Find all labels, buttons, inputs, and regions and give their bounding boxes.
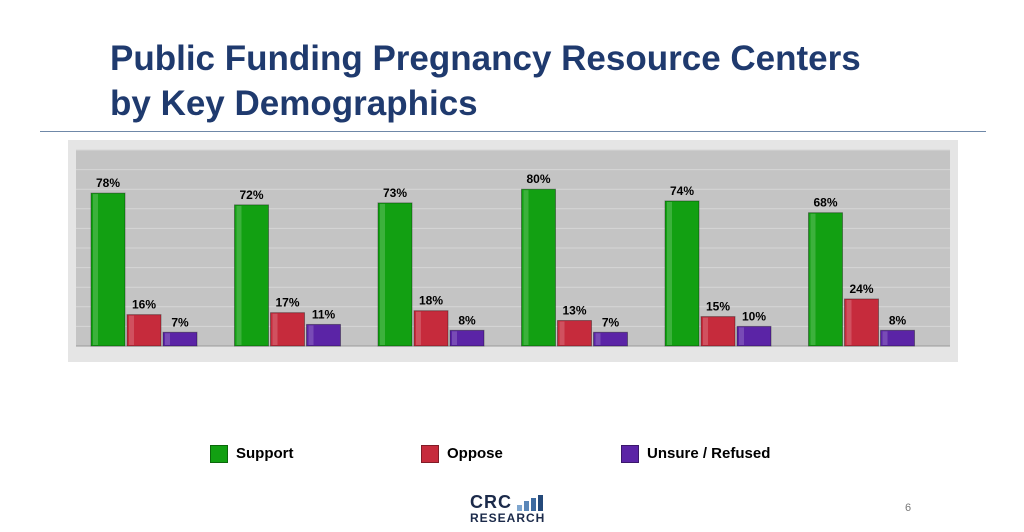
bar-highlight bbox=[380, 203, 385, 345]
chart-frame: 78%16%7%Republican (33%)72%17%11%Indepen… bbox=[68, 140, 958, 362]
bar-oppose bbox=[270, 312, 305, 347]
data-label-unsure: 10% bbox=[742, 309, 766, 323]
bar-unsure bbox=[449, 329, 485, 347]
bar-support bbox=[90, 192, 126, 347]
bar-highlight bbox=[165, 333, 170, 345]
bar-oppose bbox=[557, 320, 592, 347]
bar-highlight bbox=[129, 315, 134, 345]
data-label-support: 68% bbox=[813, 196, 837, 210]
data-label-oppose: 16% bbox=[132, 298, 156, 312]
bar-unsure bbox=[736, 325, 772, 347]
data-label-oppose: 13% bbox=[562, 304, 586, 318]
bar-chart: 78%16%7%Republican (33%)72%17%11%Indepen… bbox=[76, 149, 950, 347]
bar-highlight bbox=[308, 325, 314, 345]
data-label-oppose: 17% bbox=[275, 296, 299, 310]
bar-highlight bbox=[882, 331, 888, 345]
data-label-support: 74% bbox=[670, 184, 694, 198]
legend-swatch-support bbox=[210, 445, 228, 463]
bar-support bbox=[521, 188, 556, 347]
data-label-support: 72% bbox=[239, 188, 263, 202]
bar-highlight bbox=[93, 194, 98, 345]
bar-oppose bbox=[413, 310, 449, 347]
crc-research-logo: CRC RESEARCH bbox=[470, 492, 560, 528]
logo-text-research: RESEARCH bbox=[470, 511, 546, 525]
bar-highlight bbox=[523, 190, 529, 345]
data-label-unsure: 8% bbox=[889, 313, 907, 327]
slide-title-line-1: Public Funding Pregnancy Resource Center… bbox=[110, 39, 861, 78]
title-divider bbox=[40, 131, 986, 132]
bar-highlight bbox=[272, 313, 278, 345]
bar-support bbox=[377, 202, 413, 347]
bar-unsure bbox=[306, 323, 341, 347]
bar-highlight bbox=[739, 327, 744, 345]
bar-oppose bbox=[844, 298, 879, 347]
bar-unsure bbox=[593, 331, 628, 347]
bar-support bbox=[234, 204, 269, 347]
legend-swatch-oppose bbox=[421, 445, 439, 463]
slide-title: Public Funding Pregnancy Resource Center… bbox=[110, 36, 861, 126]
legend-swatch-unsure bbox=[621, 445, 639, 463]
bar-highlight bbox=[846, 299, 852, 345]
bar-highlight bbox=[667, 201, 672, 345]
bar-highlight bbox=[559, 321, 565, 345]
data-label-oppose: 24% bbox=[849, 282, 873, 296]
bar-unsure bbox=[880, 329, 915, 347]
legend-label-oppose: Oppose bbox=[447, 445, 503, 462]
data-label-support: 78% bbox=[96, 176, 120, 190]
data-label-unsure: 11% bbox=[312, 307, 336, 321]
bar-oppose bbox=[700, 316, 736, 347]
data-label-unsure: 7% bbox=[602, 315, 620, 329]
data-label-oppose: 15% bbox=[706, 300, 730, 314]
legend-label-support: Support bbox=[236, 445, 294, 462]
logo-text-crc: CRC bbox=[470, 492, 512, 512]
slide-title-line-2: by Key Demographics bbox=[110, 84, 478, 123]
data-label-unsure: 7% bbox=[171, 315, 189, 329]
legend-label-unsure: Unsure / Refused bbox=[647, 445, 771, 462]
bar-oppose bbox=[126, 314, 162, 347]
bar-support bbox=[664, 200, 700, 347]
bar-highlight bbox=[236, 205, 242, 345]
chart-legend: Support Oppose Unsure / Refused bbox=[0, 444, 1024, 468]
data-label-support: 73% bbox=[383, 186, 407, 200]
bar-highlight bbox=[703, 317, 708, 345]
page-number: 6 bbox=[905, 502, 912, 514]
data-label-support: 80% bbox=[526, 172, 550, 186]
bar-highlight bbox=[416, 311, 421, 345]
bar-unsure bbox=[162, 331, 198, 347]
bar-support bbox=[808, 212, 843, 347]
bar-highlight bbox=[452, 331, 457, 345]
bar-highlight bbox=[810, 213, 816, 345]
bar-highlight bbox=[595, 333, 601, 345]
data-label-oppose: 18% bbox=[419, 294, 443, 308]
data-label-unsure: 8% bbox=[458, 313, 476, 327]
